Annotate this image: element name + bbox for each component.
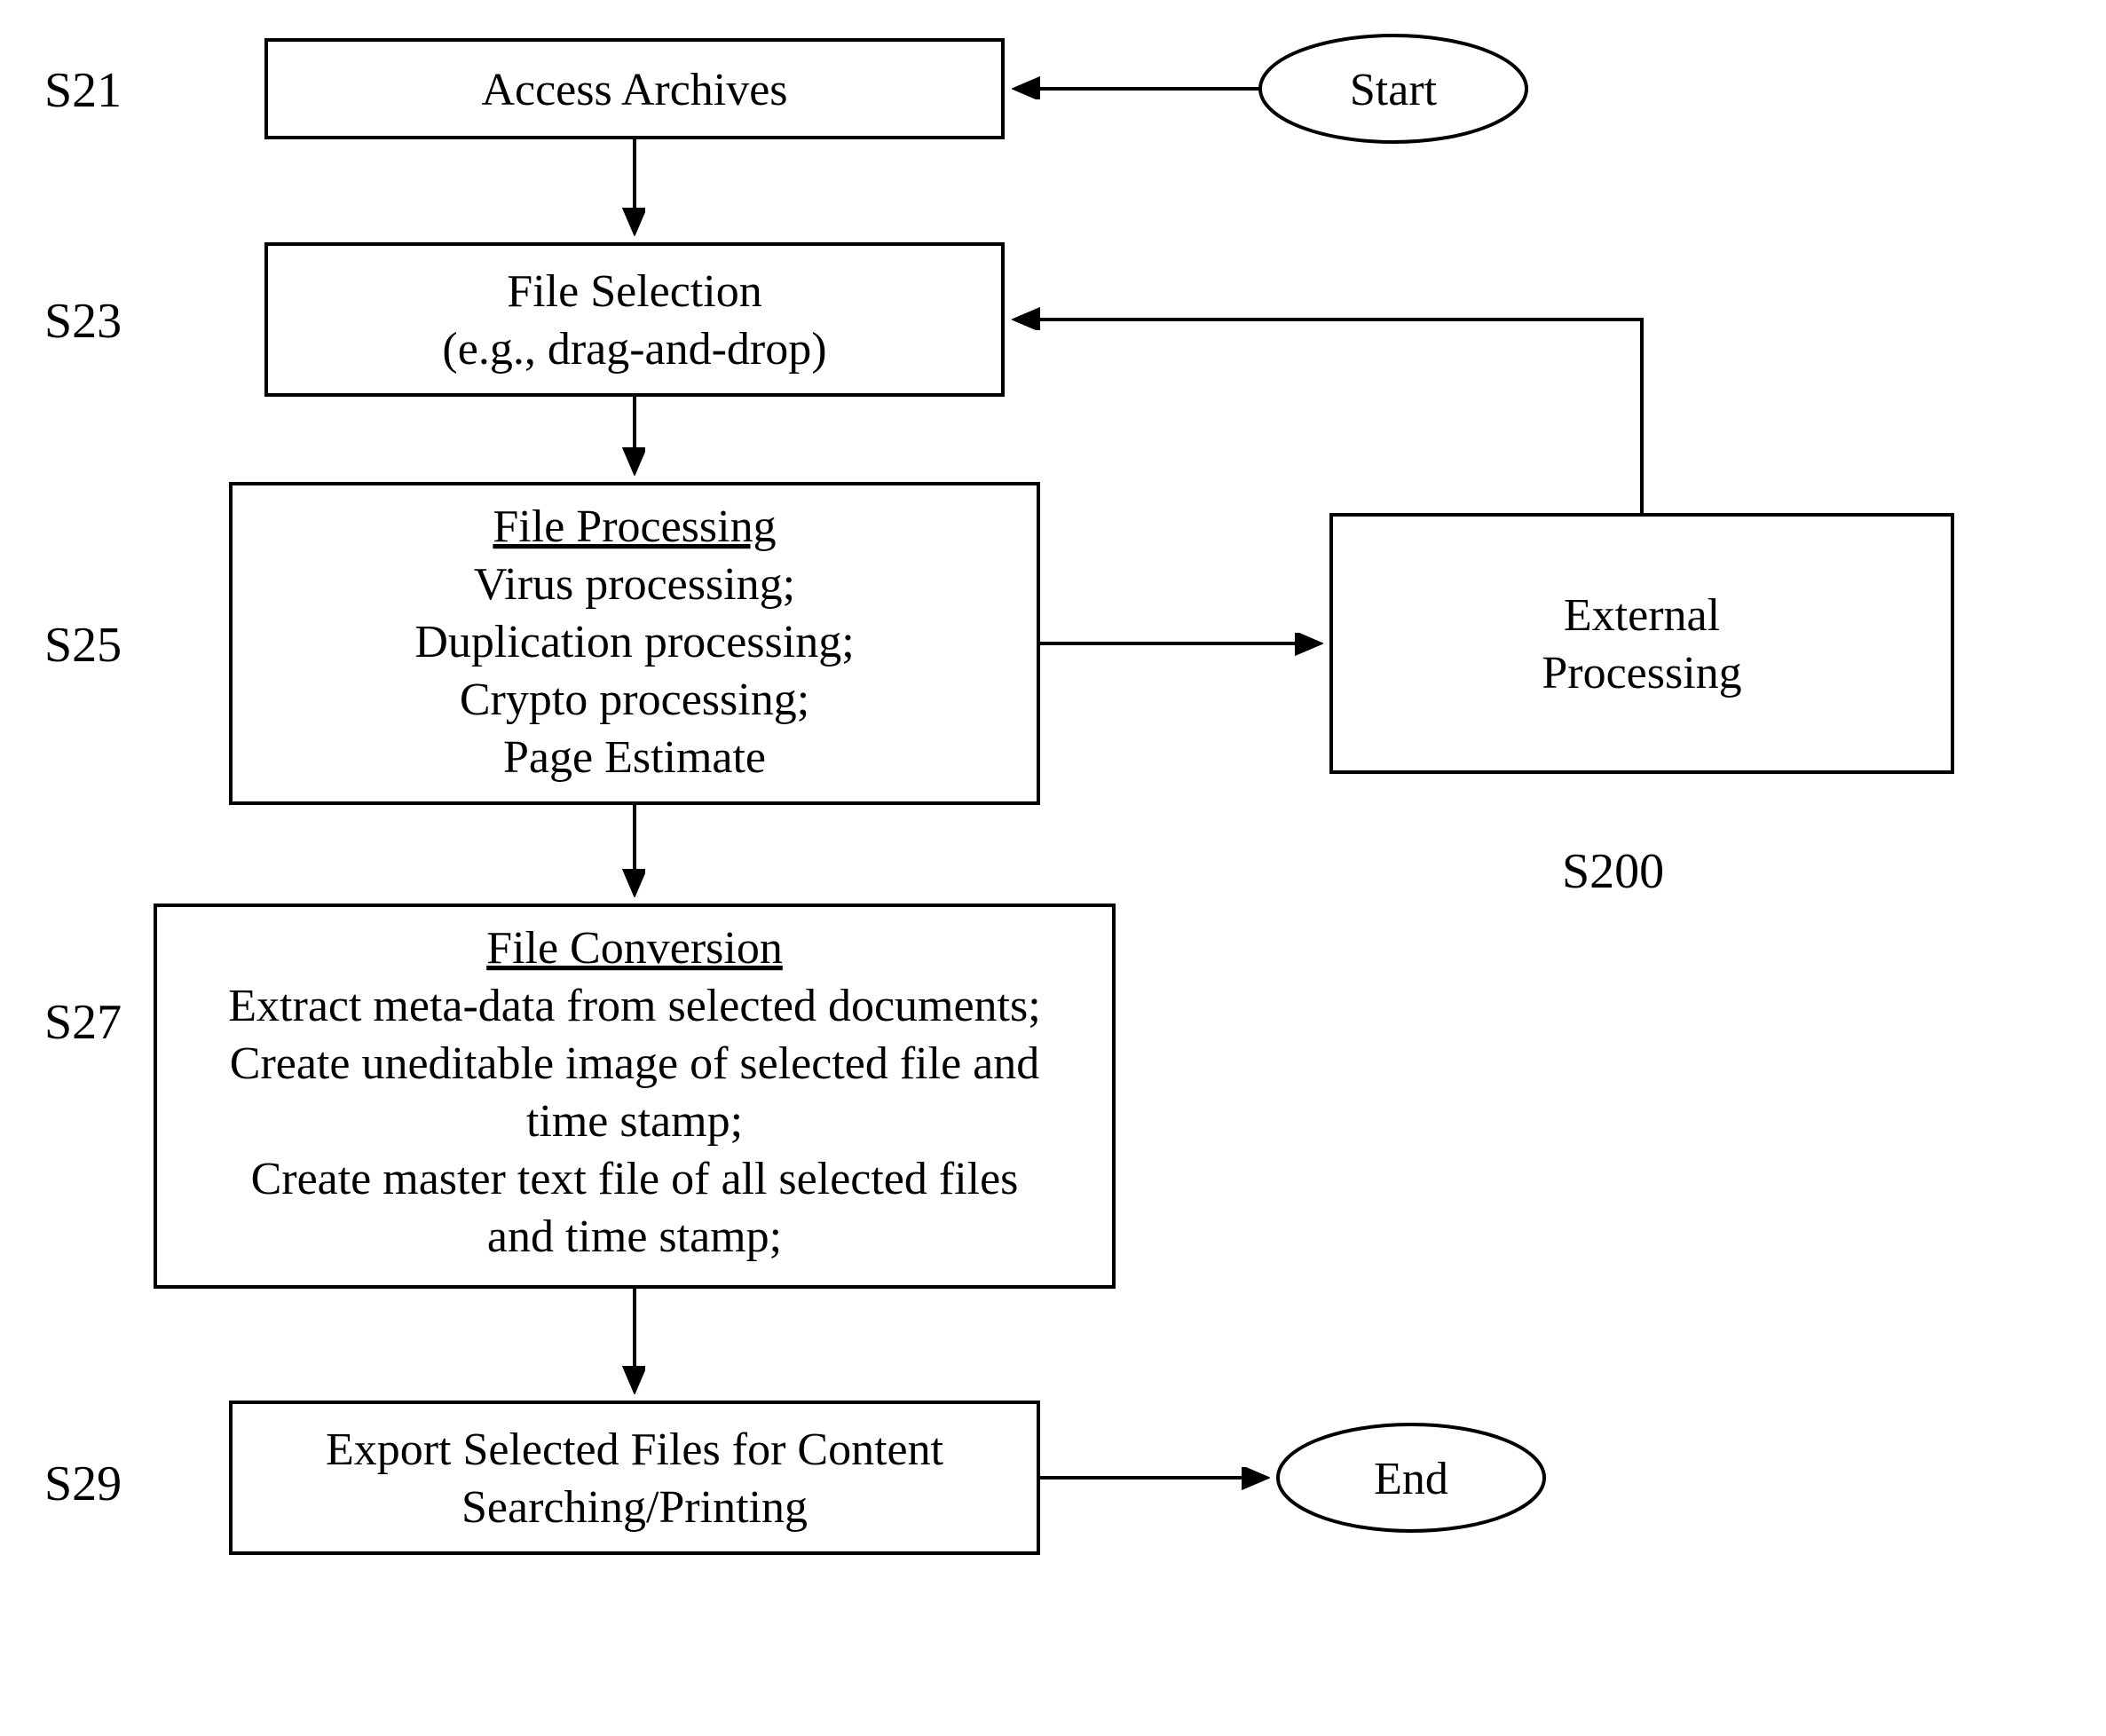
node-file-processing: File Processing Virus processing; Duplic…	[231, 484, 1038, 803]
node-file-conversion: File Conversion Extract meta-data from s…	[155, 905, 1114, 1287]
node-file-processing-line1: Duplication processing;	[414, 617, 854, 667]
node-external-processing: External Processing	[1331, 515, 1952, 772]
node-access-archives-line0: Access Archives	[481, 65, 787, 115]
label-s23: S23	[44, 294, 122, 349]
node-access-archives: Access Archives	[266, 40, 1003, 138]
end-label: End	[1374, 1454, 1448, 1504]
node-file-selection: File Selection (e.g., drag-and-drop)	[266, 244, 1003, 395]
node-file-processing-line0: Virus processing;	[474, 559, 795, 610]
label-s200: S200	[1562, 844, 1664, 899]
label-s29: S29	[44, 1456, 122, 1511]
node-export-files-line0: Export Selected Files for Content	[326, 1424, 944, 1475]
node-file-processing-line3: Page Estimate	[503, 732, 766, 783]
node-export-files-line1: Searching/Printing	[461, 1482, 808, 1533]
edge-6	[1019, 320, 1642, 515]
start-terminal: Start	[1260, 36, 1526, 142]
node-file-conversion-line2: time stamp;	[526, 1096, 743, 1147]
end-terminal: End	[1278, 1424, 1544, 1531]
node-file-conversion-line1: Create uneditable image of selected file…	[230, 1038, 1039, 1089]
node-file-conversion-title: File Conversion	[486, 923, 783, 974]
node-file-conversion-line3: Create master text file of all selected …	[251, 1154, 1019, 1204]
node-file-processing-title: File Processing	[493, 501, 776, 552]
start-label: Start	[1350, 65, 1438, 115]
node-file-conversion-line4: and time stamp;	[487, 1211, 782, 1262]
label-s21: S21	[44, 63, 122, 118]
label-s27: S27	[44, 995, 122, 1050]
node-file-selection-line1: (e.g., drag-and-drop)	[442, 324, 826, 375]
label-s25: S25	[44, 618, 122, 673]
node-export-files: Export Selected Files for Content Search…	[231, 1402, 1038, 1553]
node-external-processing-line1: Processing	[1542, 648, 1741, 698]
node-file-processing-line2: Crypto processing;	[460, 675, 809, 725]
node-file-conversion-line0: Extract meta-data from selected document…	[228, 981, 1040, 1031]
node-file-selection-line0: File Selection	[507, 266, 761, 317]
node-external-processing-line0: External	[1564, 590, 1720, 641]
